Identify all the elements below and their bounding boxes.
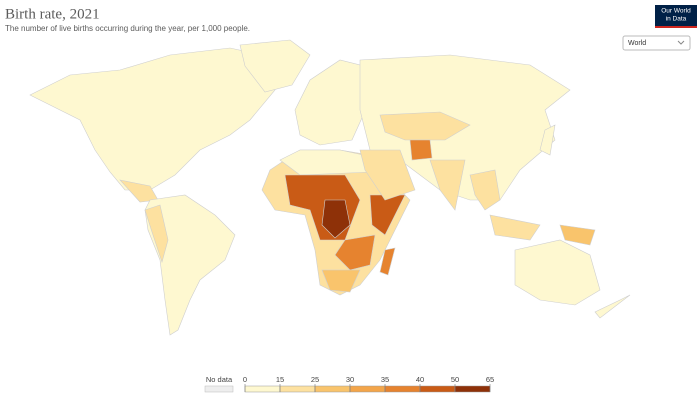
southern-africa[interactable] — [321, 269, 361, 293]
legend-tick-label: 35 — [381, 375, 389, 384]
legend-bin — [349, 385, 386, 393]
no-data-label: No data — [206, 375, 233, 384]
chevron — [677, 40, 685, 45]
legend-tick-label: 65 — [486, 375, 494, 384]
australia[interactable] — [514, 239, 601, 306]
legend: No data 0 15 25 30 35 40 50 65 — [204, 375, 494, 393]
japan[interactable] — [539, 124, 556, 156]
central-asia[interactable] — [379, 111, 471, 141]
legend-tick-label: 50 — [451, 375, 459, 384]
region-select[interactable]: World — [622, 35, 691, 51]
madagascar[interactable] — [379, 247, 396, 276]
legend-tick-label: 25 — [311, 375, 319, 384]
legend-bin — [419, 385, 456, 393]
south-america[interactable] — [144, 194, 236, 336]
logo-bar — [655, 26, 697, 28]
legend-tick-label: 0 — [243, 375, 247, 384]
legend-tick-label: 40 — [416, 375, 424, 384]
east-africa[interactable] — [334, 234, 376, 271]
andes[interactable] — [144, 204, 169, 264]
select-box — [622, 35, 691, 51]
title: Birth rate, 2021 — [5, 6, 100, 22]
logo-box — [655, 5, 697, 27]
legend-tick-label: 30 — [346, 375, 354, 384]
logo-text: in Data — [666, 16, 687, 23]
southeast-asia[interactable] — [469, 169, 501, 211]
new-zealand[interactable] — [594, 294, 631, 319]
logo-text: Our World — [661, 8, 691, 15]
subtitle: The number of live births occurring duri… — [5, 24, 250, 33]
greenland[interactable] — [239, 39, 311, 93]
south-asia[interactable] — [429, 159, 466, 211]
no-data-swatch — [204, 385, 234, 393]
middle-east[interactable] — [359, 149, 416, 201]
central-africa-core[interactable] — [321, 199, 351, 239]
legend-bin — [244, 385, 281, 393]
new-guinea[interactable] — [559, 224, 596, 246]
legend-bin — [384, 385, 421, 393]
afghanistan[interactable] — [409, 139, 433, 161]
indonesia[interactable] — [489, 214, 541, 241]
legend-bin — [279, 385, 316, 393]
world-map — [29, 39, 631, 336]
logo[interactable]: Our World in Data — [655, 5, 697, 28]
legend-bin — [454, 385, 491, 393]
north-america[interactable] — [29, 47, 286, 191]
legend-bin — [314, 385, 351, 393]
legend-tick-label: 15 — [276, 375, 284, 384]
select-text: World — [628, 40, 646, 47]
